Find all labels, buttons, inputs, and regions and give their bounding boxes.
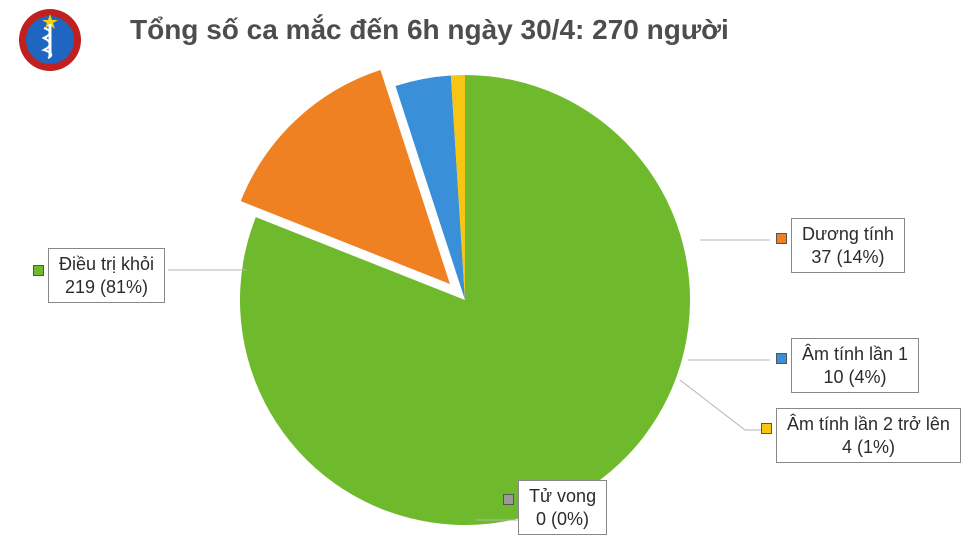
label-text: Dương tính <box>802 223 894 246</box>
swatch-neg1 <box>776 353 787 364</box>
label-neg1: Âm tính lần 1 10 (4%) <box>791 338 919 393</box>
swatch-death <box>503 494 514 505</box>
pie-holder <box>235 70 695 530</box>
label-value: 10 (4%) <box>802 366 908 389</box>
pie-chart: Điều trị khỏi 219 (81%) Dương tính 37 (1… <box>0 60 980 551</box>
swatch-neg2plus <box>761 423 772 434</box>
label-value: 219 (81%) <box>59 276 154 299</box>
chart-title: Tổng số ca mắc đến 6h ngày 30/4: 270 ngư… <box>130 14 729 46</box>
swatch-positive <box>776 233 787 244</box>
label-text: Tử vong <box>529 485 596 508</box>
label-text: Âm tính lần 2 trở lên <box>787 413 950 436</box>
label-text: Âm tính lần 1 <box>802 343 908 366</box>
label-value: 0 (0%) <box>529 508 596 531</box>
label-text: Điều trị khỏi <box>59 253 154 276</box>
label-positive: Dương tính 37 (14%) <box>791 218 905 273</box>
label-neg2plus: Âm tính lần 2 trở lên 4 (1%) <box>776 408 961 463</box>
swatch-recovered <box>33 265 44 276</box>
label-death: Tử vong 0 (0%) <box>518 480 607 535</box>
label-value: 4 (1%) <box>787 436 950 459</box>
label-recovered: Điều trị khỏi 219 (81%) <box>48 248 165 303</box>
label-value: 37 (14%) <box>802 246 894 269</box>
